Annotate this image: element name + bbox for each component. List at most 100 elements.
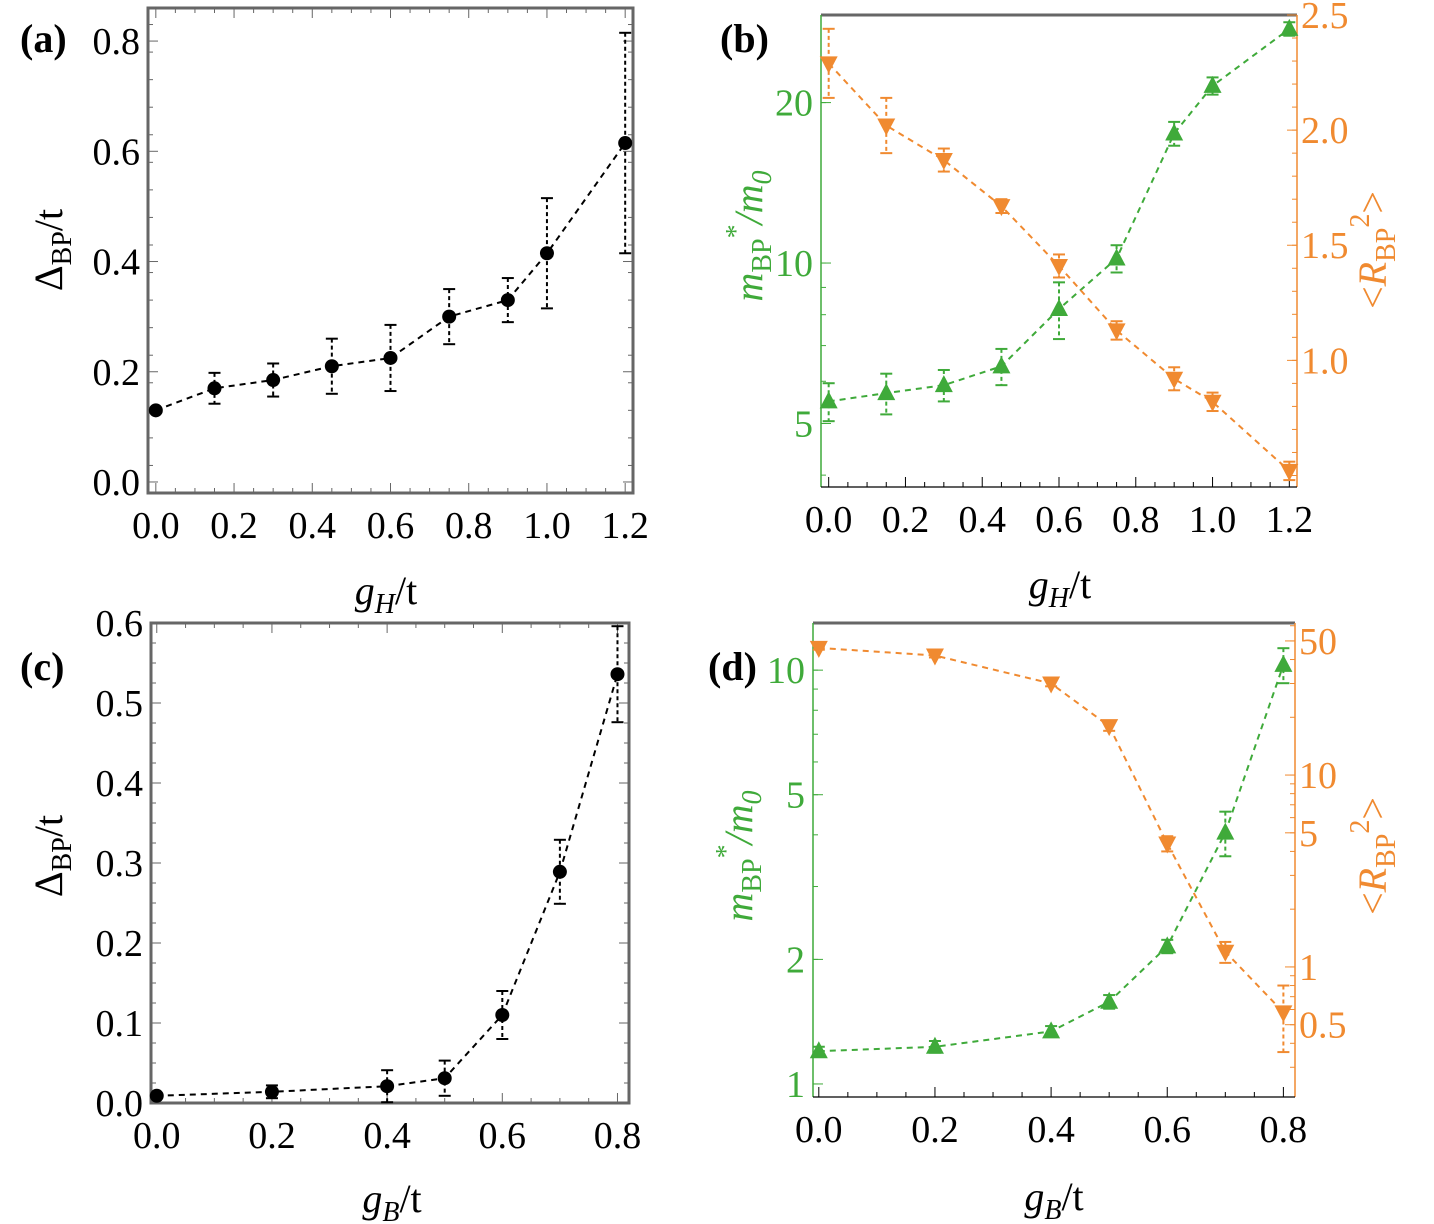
x-tick-label: 1.0 <box>1189 499 1237 541</box>
data-point <box>1050 258 1068 276</box>
y-tick-label: 1 <box>786 1064 805 1106</box>
data-point <box>1280 18 1299 36</box>
x-tick-label: 0.8 <box>1112 499 1160 541</box>
y2-tick-label: 1.5 <box>1301 225 1349 267</box>
data-point <box>1042 1021 1061 1039</box>
x-tick-label: 0.4 <box>289 505 337 547</box>
y2-tick-label: 0.5 <box>1299 1005 1347 1047</box>
panel-a: (a) 0.0 0.2 0.4 0.6 0.8 1.0 1.2 0.0 0.2 0.4 0.6 0.8 g… <box>20 6 649 620</box>
data-point <box>1203 75 1222 93</box>
x-tick-label: 0.0 <box>132 505 180 547</box>
x-axis-label: gB/t <box>1024 1174 1083 1224</box>
data-point <box>324 359 339 374</box>
data-point <box>1100 991 1119 1009</box>
y-axis-label: mBP*/m0 <box>711 790 768 921</box>
data-point <box>1216 944 1235 962</box>
y2-tick-label: 50 <box>1299 621 1337 663</box>
y-tick-label: 10 <box>767 650 805 692</box>
y-tick-label: 0.2 <box>93 352 141 394</box>
x-tick-label: 0.2 <box>911 1109 959 1151</box>
panel-label: (d) <box>708 644 757 689</box>
y-tick-label: 0.4 <box>93 242 141 284</box>
panel-d: (d) 0.0 0.2 0.4 0.6 0.8 1 2 5 10 0.5 1 5 10 50 gB/t mBP*… <box>708 621 1402 1224</box>
data-point <box>934 153 953 171</box>
data-point <box>1203 394 1222 412</box>
y2-axis-label: <RBP2> <box>1345 191 1402 309</box>
data-point <box>1158 936 1177 954</box>
y-tick-label: 0.3 <box>96 843 144 885</box>
x-tick-label: 0.2 <box>210 505 258 547</box>
data-point <box>1042 676 1061 694</box>
panel-c: (c) 0.0 0.2 0.4 0.6 0.8 0.0 0.1 0.2 0.3 0.4 0.5 0.6 g… <box>20 603 641 1224</box>
y-tick-label: 0.6 <box>96 603 144 645</box>
y-axis-label: mBP*/m0 <box>721 170 778 301</box>
x-tick-label: 0.6 <box>367 505 415 547</box>
y-tick-label: 0.2 <box>96 923 144 965</box>
data-point <box>1050 298 1068 316</box>
x-axis-label: gH/t <box>355 568 417 620</box>
data-point <box>1216 822 1235 840</box>
data-point <box>934 375 953 393</box>
data-point <box>618 136 633 151</box>
x-tick-label: 0.0 <box>805 499 853 541</box>
data-point <box>495 1008 510 1022</box>
panel-label: (b) <box>720 16 769 61</box>
data-point <box>383 350 398 365</box>
x-tick-label: 0.4 <box>1027 1109 1075 1151</box>
y-axis-label: ΔBP/t <box>26 815 78 897</box>
data-point <box>500 293 515 308</box>
y-tick-label: 20 <box>775 83 813 125</box>
x-tick-label: 0.2 <box>248 1115 296 1157</box>
panel-label: (a) <box>20 16 67 61</box>
data-point <box>925 648 944 666</box>
x-axis-label: gB/t <box>362 1176 421 1224</box>
data-point <box>148 403 163 418</box>
data-point <box>1274 1005 1293 1023</box>
x-tick-label: 0.4 <box>958 499 1006 541</box>
y2-tick-label: 5 <box>1299 813 1318 855</box>
x-tick-label: 1.2 <box>1266 499 1314 541</box>
y-tick-label: 2 <box>786 939 805 981</box>
y-tick-label: 0.5 <box>96 683 144 725</box>
y2-tick-label: 10 <box>1299 755 1337 797</box>
series-line <box>155 142 627 412</box>
data-point <box>925 1036 944 1054</box>
y2-tick-label: 2.0 <box>1301 110 1349 152</box>
y-axis-label: ΔBP/t <box>26 209 78 291</box>
x-tick-label: 0.6 <box>1143 1109 1191 1151</box>
data-point <box>1107 323 1126 341</box>
data-point <box>610 667 625 682</box>
y2-tick-label: 1 <box>1299 947 1318 989</box>
x-tick-label: 0.6 <box>479 1115 527 1157</box>
x-tick-label: 0.0 <box>795 1109 843 1151</box>
data-point <box>819 56 838 74</box>
data-point <box>1165 123 1184 141</box>
y-tick-label: 0.4 <box>96 763 144 805</box>
y-tick-label: 0.0 <box>96 1083 144 1125</box>
data-point <box>1280 463 1299 481</box>
data-point <box>992 356 1011 374</box>
data-point <box>992 199 1011 217</box>
data-point <box>264 1084 279 1099</box>
y2-tick-label: 2.5 <box>1301 0 1349 37</box>
x-tick-label: 1.0 <box>523 505 571 547</box>
y-tick-label: 10 <box>775 243 813 285</box>
x-tick-label: 0.6 <box>1035 499 1083 541</box>
x-tick-label: 0.8 <box>1260 1109 1308 1151</box>
data-point <box>380 1079 395 1094</box>
x-tick-label: 0.8 <box>445 505 493 547</box>
data-point <box>266 373 281 388</box>
y-tick-label: 0.0 <box>93 462 141 504</box>
data-point <box>877 383 896 401</box>
data-point <box>442 309 457 324</box>
y-tick-label: 5 <box>786 775 805 817</box>
data-point <box>149 1088 164 1103</box>
data-point <box>437 1071 452 1086</box>
data-point <box>1158 836 1177 854</box>
x-tick-label: 0.0 <box>133 1115 181 1157</box>
data-point <box>819 391 838 409</box>
x-tick-label: 0.8 <box>594 1115 642 1157</box>
data-point <box>877 118 896 136</box>
data-point <box>1107 248 1126 266</box>
